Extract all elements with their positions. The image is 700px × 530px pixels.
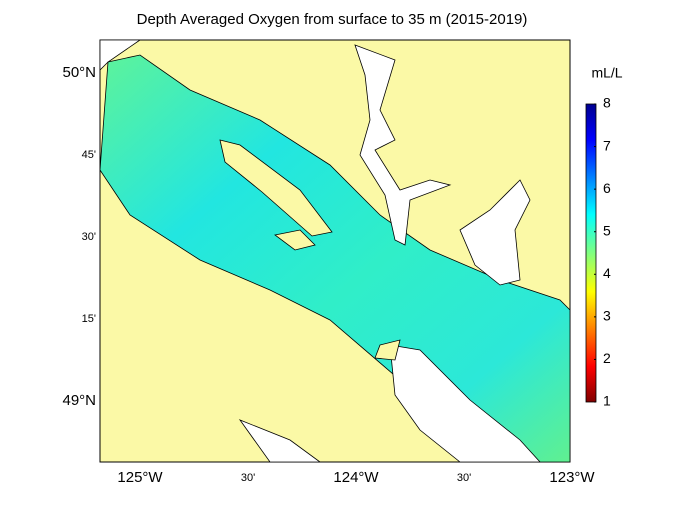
map-title: Depth Averaged Oxygen from surface to 35… xyxy=(137,11,528,28)
puget-channels xyxy=(389,344,541,463)
colorbar-tick-label: 6 xyxy=(603,180,611,196)
colorbar-label: mL/L xyxy=(591,65,622,81)
inlet xyxy=(354,44,452,246)
longitude-labels: 125°W 30' 124°W 30' 123°W xyxy=(117,469,595,486)
colorbar-tick-label: 4 xyxy=(603,265,611,281)
map-area xyxy=(99,39,571,463)
longitude-label: 123°W xyxy=(549,469,595,486)
southern-water xyxy=(238,419,322,463)
colorbar-ticks: 1 2 3 4 5 6 7 8 xyxy=(594,95,611,409)
longitude-label: 124°W xyxy=(333,469,379,486)
texada-island xyxy=(219,139,333,237)
colorbar-tick-label: 2 xyxy=(603,350,611,366)
colorbar-tick-label: 8 xyxy=(603,95,611,111)
lasqueti-island xyxy=(274,229,316,251)
latitude-label: 49°N xyxy=(62,392,96,409)
latitude-label: 30' xyxy=(82,231,96,243)
colorbar-tick-label: 7 xyxy=(603,137,611,153)
longitude-label: 30' xyxy=(241,472,255,484)
latitude-labels: 50°N 45' 30' 15' 49°N xyxy=(62,64,96,409)
island xyxy=(374,339,401,361)
colorbar xyxy=(585,103,597,403)
latitude-label: 50°N xyxy=(62,64,96,81)
colorbar-tick-label: 1 xyxy=(603,393,611,409)
howe-sound xyxy=(459,179,531,286)
latitude-label: 15' xyxy=(82,313,96,325)
latitude-label: 45' xyxy=(82,149,96,161)
longitude-label: 125°W xyxy=(117,469,163,486)
colorbar-tick-label: 5 xyxy=(603,222,611,238)
colorbar-tick-label: 3 xyxy=(603,308,611,324)
longitude-label: 30' xyxy=(457,472,471,484)
strait-of-georgia xyxy=(99,54,571,463)
